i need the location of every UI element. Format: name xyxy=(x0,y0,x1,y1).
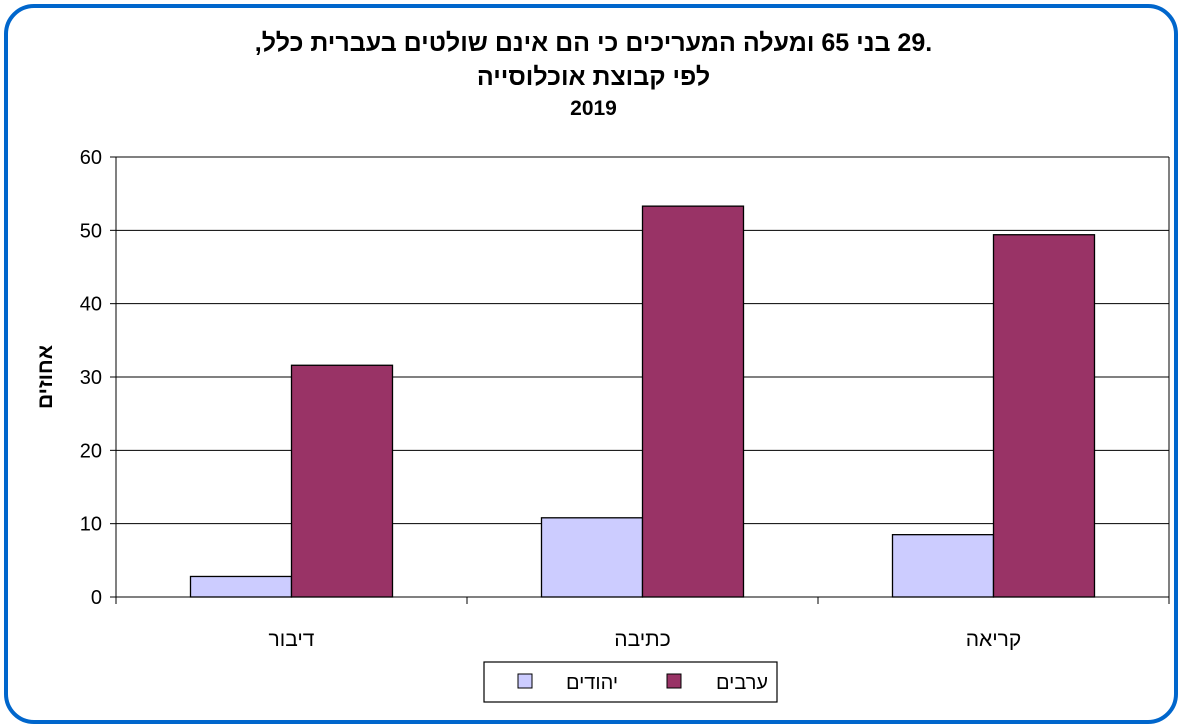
chart-subtitle: לפי קבוצת אוכלוסייה xyxy=(476,63,711,91)
legend-swatch xyxy=(666,673,682,689)
y-tick-label: 10 xyxy=(80,514,102,536)
bar xyxy=(992,234,1096,598)
y-tick-label: 0 xyxy=(91,587,102,609)
x-tick-labels: דיבור כתיבה קריאה xyxy=(269,628,1022,651)
x-tick-label: דיבור xyxy=(269,628,315,651)
legend-box xyxy=(483,661,778,703)
y-tick-label: 20 xyxy=(80,440,102,462)
chart-year: 2019 xyxy=(570,97,617,120)
bar xyxy=(891,534,995,598)
y-tick-label: 60 xyxy=(80,147,102,169)
y-tick-labels: 0 10 20 30 40 50 60 xyxy=(80,147,102,609)
chart-title-block: .29 בני 65 ומעלה המעריכים כי הם אינם שול… xyxy=(0,26,1187,124)
bars xyxy=(189,205,1096,598)
bar xyxy=(641,205,745,598)
x-tick-label: כתיבה xyxy=(614,628,670,651)
y-axis-label: אחוזים xyxy=(34,345,57,409)
legend-label: ערבים xyxy=(716,672,768,694)
bar xyxy=(540,517,644,598)
legend: ערבים יהודים xyxy=(483,661,778,703)
chart-frame xyxy=(4,4,1178,724)
bar xyxy=(189,575,293,598)
axes xyxy=(110,156,1170,604)
y-tick-label: 30 xyxy=(80,367,102,389)
y-tick-label: 50 xyxy=(80,220,102,242)
bar xyxy=(290,364,394,598)
y-tick-label: 40 xyxy=(80,294,102,316)
legend-label: יהודים xyxy=(566,672,618,694)
x-tick-label: קריאה xyxy=(966,628,1022,651)
chart-title: .29 בני 65 ומעלה המעריכים כי הם אינם שול… xyxy=(254,29,933,57)
legend-swatch xyxy=(517,673,533,689)
